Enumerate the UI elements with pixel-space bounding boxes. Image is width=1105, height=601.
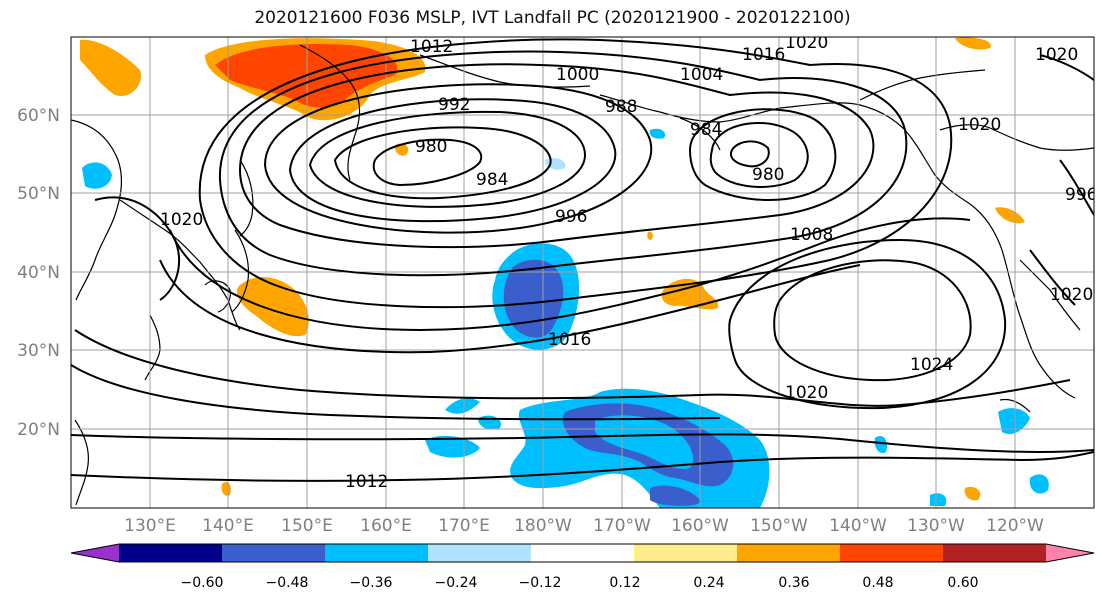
contour-label: 1008 <box>790 225 833 245</box>
lat-label: 40°N <box>17 263 60 283</box>
lon-label: 150°E <box>281 516 333 536</box>
colorbar-segment <box>943 544 1047 562</box>
map-title: 2020121600 F036 MSLP, IVT Landfall PC (2… <box>254 8 851 28</box>
lat-label: 30°N <box>17 341 60 361</box>
colorbar-segment <box>325 544 429 562</box>
lat-label: 50°N <box>17 184 60 204</box>
colorbar-tick-label: 0.12 <box>609 575 640 591</box>
blue-region <box>82 162 112 189</box>
lat-label: 20°N <box>17 420 60 440</box>
colorbar-segment <box>737 544 841 562</box>
blue-region <box>650 485 701 506</box>
colorbar-labels: −0.60 −0.48 −0.36 −0.24 −0.12 0.12 0.24 … <box>181 575 979 591</box>
contour-label: 1012 <box>345 472 388 492</box>
contour-label: 1024 <box>910 355 953 375</box>
lon-label: 130°W <box>907 516 965 536</box>
blue-region <box>445 398 480 414</box>
lon-label: 120°W <box>986 516 1044 536</box>
lon-label: 160°E <box>360 516 412 536</box>
contour-label: 1020 <box>785 33 828 53</box>
blue-region <box>874 435 888 454</box>
colorbar-segment <box>222 544 326 562</box>
lon-label: 160°W <box>671 516 729 536</box>
contour-label: 1020 <box>785 383 828 403</box>
blue-region <box>649 128 666 139</box>
contour-label: 1020 <box>958 115 1001 135</box>
lon-label: 180°W <box>514 516 572 536</box>
contour-label: 1004 <box>680 65 723 85</box>
plot-frame <box>70 36 1095 509</box>
colorbar-segment <box>531 544 635 562</box>
contour-label: 984 <box>476 170 508 190</box>
blue-region <box>1029 474 1049 494</box>
blue-region <box>998 408 1030 435</box>
contour-labels: 1012 1020 1000 1004 1016 1020 992 988 98… <box>160 33 1097 492</box>
contour-label: 980 <box>752 165 784 185</box>
contour-label: 984 <box>690 120 722 140</box>
contour-label: 992 <box>438 95 470 115</box>
blue-region <box>425 435 480 458</box>
orange-region <box>80 39 141 96</box>
orange-region <box>236 277 309 337</box>
lon-label: 170°E <box>438 516 490 536</box>
longitude-labels: 130°E 140°E 150°E 160°E 170°E 180°W 170°… <box>124 516 1044 536</box>
contour-label: 996 <box>1065 185 1097 205</box>
orange-region <box>995 207 1025 224</box>
contour-label: 1020 <box>160 210 203 230</box>
contour-label: 1012 <box>410 37 453 57</box>
colorbar-segment <box>119 544 223 562</box>
shaded-regions <box>80 37 1049 508</box>
colorbar-tick-label: 0.36 <box>778 575 809 591</box>
colorbar-tick-label: 0.24 <box>693 575 724 591</box>
colorbar-tick-label: −0.24 <box>435 575 478 591</box>
contour-label: 1000 <box>556 65 599 85</box>
isobars <box>71 38 1094 482</box>
lon-label: 140°E <box>202 516 254 536</box>
contour-label: 1020 <box>1050 285 1093 305</box>
colorbar-tick-label: −0.12 <box>519 575 562 591</box>
lon-label: 130°E <box>124 516 176 536</box>
contour-label: 1020 <box>1035 45 1078 65</box>
contour-label: 980 <box>415 137 447 157</box>
colorbar <box>70 543 1095 563</box>
colorbar-outline <box>70 543 1095 563</box>
contour-label: 1016 <box>548 330 591 350</box>
lat-label: 60°N <box>17 106 60 126</box>
colorbar-segment <box>634 544 738 562</box>
contour-label: 1016 <box>742 45 785 65</box>
colorbar-tick-label: 0.60 <box>947 575 978 591</box>
orange-region <box>964 486 981 501</box>
colorbar-extend-low <box>71 544 119 562</box>
colorbar-tick-label: −0.36 <box>350 575 393 591</box>
lon-label: 150°W <box>750 516 808 536</box>
latitude-labels: 60°N 50°N 40°N 30°N 20°N <box>17 106 60 440</box>
coastlines <box>71 44 1094 506</box>
colorbar-segment <box>840 544 944 562</box>
colorbar-tick-label: −0.48 <box>266 575 309 591</box>
orange-region <box>955 37 991 50</box>
contour-label: 988 <box>605 97 637 117</box>
colorbar-segment <box>428 544 532 562</box>
orange-region <box>647 231 653 240</box>
lon-label: 140°W <box>829 516 887 536</box>
colorbar-tick-label: −0.60 <box>181 575 224 591</box>
lon-label: 170°W <box>593 516 651 536</box>
blue-region <box>930 493 947 506</box>
colorbar-tick-label: 0.48 <box>862 575 893 591</box>
colorbar-extend-high <box>1046 544 1094 562</box>
contour-label: 996 <box>555 207 587 227</box>
orange-region <box>221 481 231 496</box>
